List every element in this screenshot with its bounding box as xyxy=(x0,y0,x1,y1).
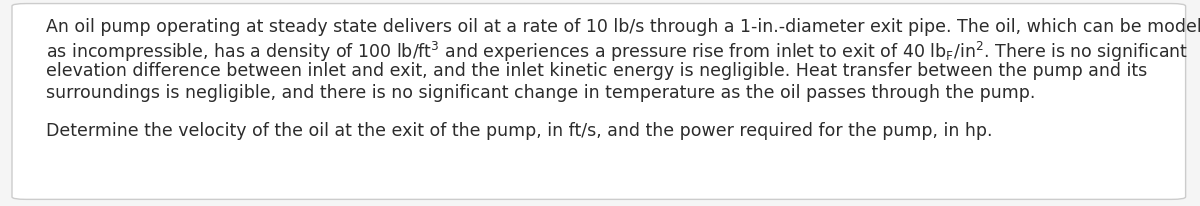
Text: surroundings is negligible, and there is no significant change in temperature as: surroundings is negligible, and there is… xyxy=(46,84,1034,102)
Text: An oil pump operating at steady state delivers oil at a rate of 10 lb/s through : An oil pump operating at steady state de… xyxy=(46,18,1200,36)
Text: as incompressible, has a density of 100 lb/ft$^{3}$ and experiences a pressure r: as incompressible, has a density of 100 … xyxy=(46,40,1188,64)
Text: Determine the velocity of the oil at the exit of the pump, in ft/s, and the powe: Determine the velocity of the oil at the… xyxy=(46,121,992,139)
Text: elevation difference between inlet and exit, and the inlet kinetic energy is neg: elevation difference between inlet and e… xyxy=(46,62,1147,80)
FancyBboxPatch shape xyxy=(12,5,1186,199)
